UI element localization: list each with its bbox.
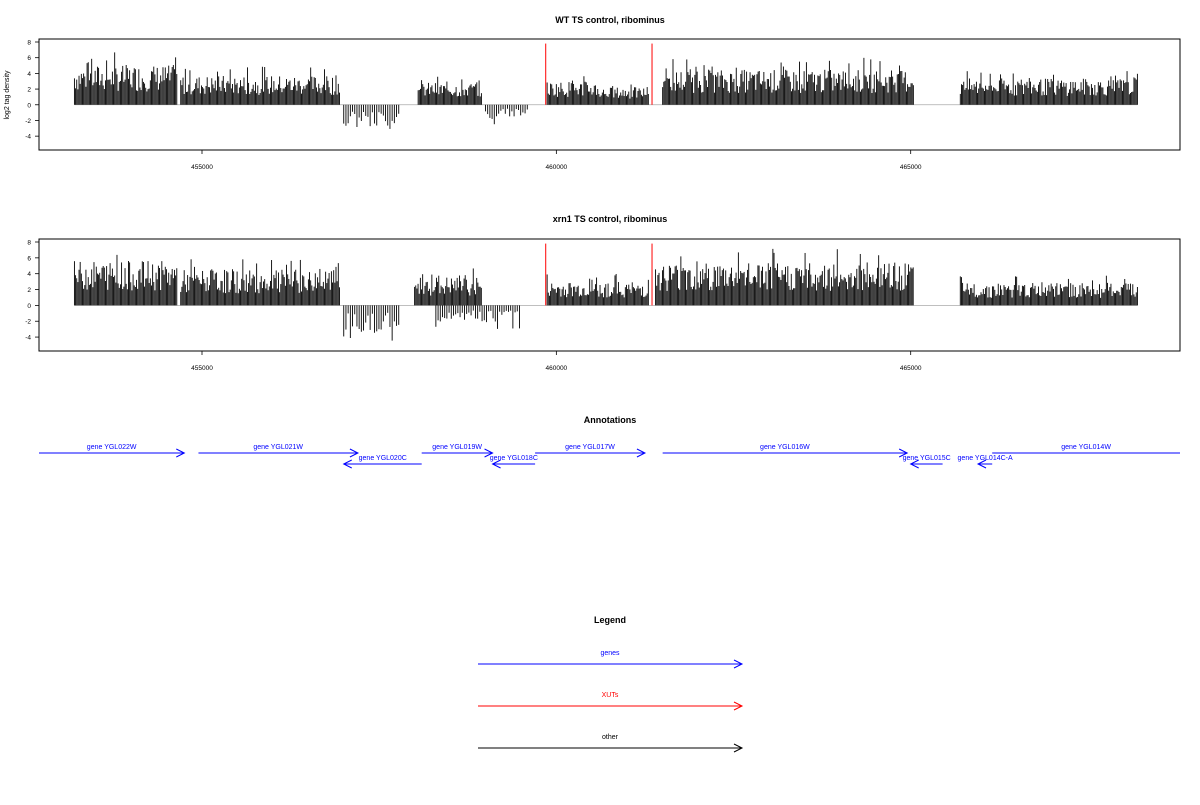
gene-arrow-head — [484, 448, 494, 458]
wt-density-panel: WT TS control, ribominus log2 tag densit… — [4, 15, 1181, 171]
xrn1-x-axis: 455000 460000 465000 — [191, 351, 922, 372]
signal-segment — [73, 52, 178, 105]
gene-label: gene YGL018C — [490, 455, 538, 462]
x-tick-label: 455000 — [191, 164, 213, 171]
wt-panel-title: WT TS control, ribominus — [555, 15, 665, 25]
legend-label: XUTs — [602, 692, 619, 699]
legend-arrow-head — [733, 743, 744, 753]
signal-segment — [417, 76, 482, 105]
gene-annotation: gene YGL019W — [421, 444, 494, 458]
wt-x-axis: 455000 460000 465000 — [191, 150, 922, 171]
y-tick-label: -2 — [25, 319, 31, 326]
wt-signal-bars — [73, 43, 1138, 129]
gene-arrow-head — [636, 448, 647, 458]
y-tick-label: 8 — [27, 40, 31, 47]
signal-segment — [598, 84, 649, 105]
signal-segment — [73, 254, 178, 306]
gene-arrow-head — [342, 459, 352, 469]
gene-label: gene YGL016W — [760, 444, 810, 451]
gene-label: gene YGL021W — [253, 444, 303, 451]
gene-label: gene YGL014W — [1061, 444, 1111, 451]
antisense-segment — [485, 104, 528, 125]
xrn1-y-axis: -4 -2 0 2 4 6 8 — [25, 240, 39, 342]
xrn1-density-panel: xrn1 TS control, ribominus -4 -2 0 2 4 6 8 455… — [25, 214, 1181, 372]
signal-segment — [414, 268, 482, 306]
signal-segment — [546, 273, 649, 306]
gene-annotation: gene YGL022W — [39, 444, 186, 458]
gene-annotation: gene YGL021W — [198, 444, 360, 458]
gene-label: gene YGL017W — [565, 444, 615, 451]
gene-annotation: gene YGL015C — [903, 455, 951, 469]
signal-segment — [959, 275, 1138, 306]
gene-label: gene YGL015C — [903, 455, 951, 462]
y-tick-label: 6 — [27, 255, 31, 262]
gene-annotation: gene YGL014W — [992, 444, 1180, 454]
x-tick-label: 465000 — [900, 164, 922, 171]
y-tick-label: 2 — [27, 287, 31, 294]
legend: Legend genes XUTs other — [478, 615, 744, 753]
gene-label: gene YGL019W — [432, 444, 482, 451]
legend-title: Legend — [594, 615, 626, 625]
gene-annotation: gene YGL020C — [342, 455, 422, 469]
gene-label: gene YGL022W — [87, 444, 137, 451]
gene-label: gene YGL020C — [359, 455, 407, 462]
y-tick-label: 2 — [27, 87, 31, 94]
signal-segment — [662, 57, 914, 105]
y-tick-label: 4 — [27, 271, 31, 278]
x-tick-label: 460000 — [545, 365, 567, 372]
x-tick-label: 465000 — [900, 365, 922, 372]
y-tick-label: -4 — [25, 134, 31, 141]
legend-arrow-head — [733, 701, 744, 711]
wt-plot-frame — [38, 38, 1181, 151]
gene-arrows: gene YGL022W gene YGL021W gene YGL020C gene… — [39, 444, 1180, 469]
legend-item: XUTs — [478, 692, 744, 711]
gene-arrow-head — [176, 448, 186, 458]
xrn1-panel-title: xrn1 TS control, ribominus — [553, 214, 668, 224]
y-tick-label: 6 — [27, 55, 31, 62]
signal-segment — [546, 76, 599, 105]
y-tick-label: -4 — [25, 335, 31, 342]
y-tick-label: -2 — [25, 118, 31, 125]
legend-item: genes — [478, 650, 744, 669]
gene-annotation: gene YGL018C — [490, 455, 538, 469]
antisense-segment — [343, 305, 400, 341]
xrn1-plot-frame — [38, 238, 1181, 352]
wt-y-axis: -4 -2 0 2 4 6 8 — [25, 40, 39, 141]
annotations-track: Annotations gene YGL022W gene YGL021Wgene… — [39, 415, 1180, 469]
gene-arrow-head — [898, 448, 909, 458]
gene-annotation: gene YGL014C-A — [958, 455, 1013, 469]
y-tick-label: 0 — [27, 102, 31, 109]
x-tick-label: 455000 — [191, 365, 213, 372]
y-tick-label: 4 — [27, 71, 31, 78]
legend-label: genes — [600, 650, 620, 657]
annotations-title: Annotations — [584, 415, 637, 425]
x-tick-label: 460000 — [545, 164, 567, 171]
y-tick-label: 0 — [27, 303, 31, 310]
gene-label: gene YGL014C-A — [958, 455, 1013, 462]
legend-items: genes XUTs other — [478, 650, 744, 753]
gene-arrow-head — [909, 459, 919, 469]
legend-arrow-head — [733, 659, 744, 669]
gene-arrow-head — [349, 448, 360, 458]
antisense-segment — [435, 305, 520, 329]
legend-item: other — [478, 734, 744, 753]
y-axis-label: log2 tag density — [4, 70, 11, 120]
xrn1-signal-bars — [73, 243, 1138, 341]
signal-segment — [180, 259, 340, 306]
signal-segment — [655, 248, 914, 306]
signal-segment — [180, 66, 340, 105]
gene-annotation: gene YGL016W — [662, 444, 909, 458]
y-tick-label: 8 — [27, 240, 31, 247]
legend-label: other — [602, 734, 619, 741]
gene-arrow-head — [491, 459, 501, 469]
antisense-segment — [343, 104, 400, 129]
gene-arrow-head — [976, 459, 987, 469]
signal-segment — [959, 71, 1138, 105]
gene-annotation: gene YGL017W — [535, 444, 647, 458]
